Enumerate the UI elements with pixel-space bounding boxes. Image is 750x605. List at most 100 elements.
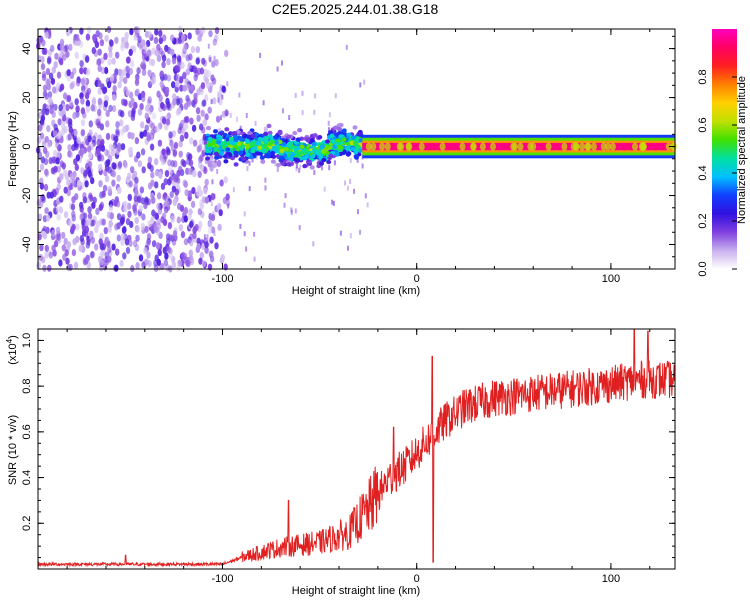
snr-ticks: -100 0 100 0.2 0.4 0.6 0.8 1.0	[21, 328, 675, 585]
heatmap-cell	[122, 226, 127, 234]
heatmap-cell	[265, 127, 268, 133]
heatmap-cell	[226, 81, 229, 87]
heatmap-cell	[156, 258, 161, 266]
heatmap-cell	[196, 185, 202, 193]
heatmap-cell	[545, 142, 552, 151]
heatmap-cell	[214, 155, 220, 160]
heatmap-cell	[151, 240, 157, 248]
heatmap-cell	[173, 141, 179, 150]
heatmap-cell	[141, 213, 146, 221]
heatmap-cell	[110, 74, 115, 82]
heatmap-cell	[212, 38, 217, 46]
heatmap-cell	[119, 119, 124, 127]
heatmap-cell	[197, 34, 203, 42]
heatmap-cell	[140, 222, 145, 230]
heatmap-cell	[49, 107, 54, 115]
heatmap-cell	[213, 231, 216, 237]
heatmap-cell	[138, 254, 144, 262]
heatmap-cell	[310, 153, 316, 159]
heatmap-cell	[328, 112, 331, 118]
heatmap-cell	[156, 218, 161, 226]
heatmap-cell	[96, 138, 101, 147]
heatmap-cell	[160, 158, 165, 166]
heatmap-cell	[144, 225, 149, 233]
heatmap-cell	[243, 211, 246, 217]
heatmap-cell	[286, 134, 292, 139]
heatmap-cell	[171, 261, 177, 269]
heatmap-cell	[95, 220, 101, 228]
heatmap-cell	[120, 143, 126, 151]
heatmap-cell	[153, 259, 158, 267]
heatmap-cell	[223, 263, 228, 271]
heatmap-cell	[70, 225, 76, 233]
heatmap-cell	[259, 155, 265, 160]
heatmap-cell	[131, 110, 136, 118]
heatmap-cell	[59, 110, 65, 118]
heatmap-cell	[96, 121, 102, 129]
heatmap-cell	[56, 213, 61, 221]
y-tick-label: 0.2	[21, 516, 33, 531]
heatmap-cell	[162, 34, 167, 42]
heatmap-cell	[111, 179, 116, 187]
heatmap-cell	[283, 202, 286, 208]
heatmap-cell	[76, 136, 81, 144]
heatmap-cell	[51, 66, 56, 74]
heatmap-cell	[215, 115, 221, 123]
heatmap-cell	[406, 142, 413, 151]
heatmap-cell	[193, 74, 198, 82]
heatmap-cell	[277, 139, 283, 145]
heatmap-cell	[51, 229, 56, 237]
heatmap-cell	[58, 259, 63, 267]
heatmap-cell	[153, 36, 159, 45]
heatmap-cell	[185, 68, 191, 76]
y-tick-label: 0.6	[21, 424, 33, 439]
heatmap-cell	[86, 145, 92, 153]
heatmap-cell	[266, 123, 272, 129]
heatmap-cell	[301, 110, 304, 116]
heatmap-cell	[182, 71, 187, 79]
heatmap-cell	[204, 94, 209, 102]
heatmap-cell	[164, 44, 169, 53]
heatmap-cell	[255, 141, 261, 146]
heatmap-cell	[122, 125, 127, 134]
heatmap-cell	[158, 171, 163, 179]
heatmap-cell	[111, 105, 117, 113]
heatmap-cell	[146, 132, 151, 140]
heatmap-cell	[295, 158, 300, 163]
heatmap-cell	[86, 87, 92, 95]
heatmap-cell	[103, 100, 109, 108]
heatmap-cell	[184, 189, 189, 197]
heatmap-cell	[67, 118, 73, 126]
heatmap-cell	[211, 139, 217, 144]
heatmap-cell	[459, 142, 466, 151]
heatmap-cell	[150, 179, 155, 187]
heatmap-cell	[253, 146, 259, 151]
heatmap-cell	[44, 92, 49, 100]
heatmap-cell	[253, 256, 256, 262]
heatmap-cell	[87, 135, 92, 143]
heatmap-cell	[50, 44, 55, 53]
heatmap-cell	[65, 50, 70, 58]
heatmap-cell	[349, 157, 352, 163]
heatmap-cell	[264, 136, 269, 141]
heatmap-cell	[198, 220, 203, 228]
heatmap-cell	[191, 187, 196, 195]
heatmap-cell	[303, 148, 308, 154]
heatmap-cell	[281, 60, 283, 66]
heatmap-cell	[265, 153, 271, 158]
heatmap-cell	[88, 120, 94, 128]
heatmap-cell	[107, 255, 112, 263]
heatmap-cell	[298, 167, 301, 173]
heatmap-cell	[111, 93, 117, 102]
heatmap-cell	[213, 55, 216, 61]
heatmap-cell	[354, 155, 359, 160]
heatmap-cell	[53, 61, 58, 69]
heatmap-cell	[135, 225, 141, 233]
heatmap-cell	[55, 82, 61, 90]
heatmap-cell	[85, 105, 91, 113]
heatmap-cell	[41, 47, 47, 55]
heatmap-cell	[225, 147, 231, 152]
heatmap-cell	[216, 168, 219, 174]
heatmap-cell	[418, 142, 425, 151]
